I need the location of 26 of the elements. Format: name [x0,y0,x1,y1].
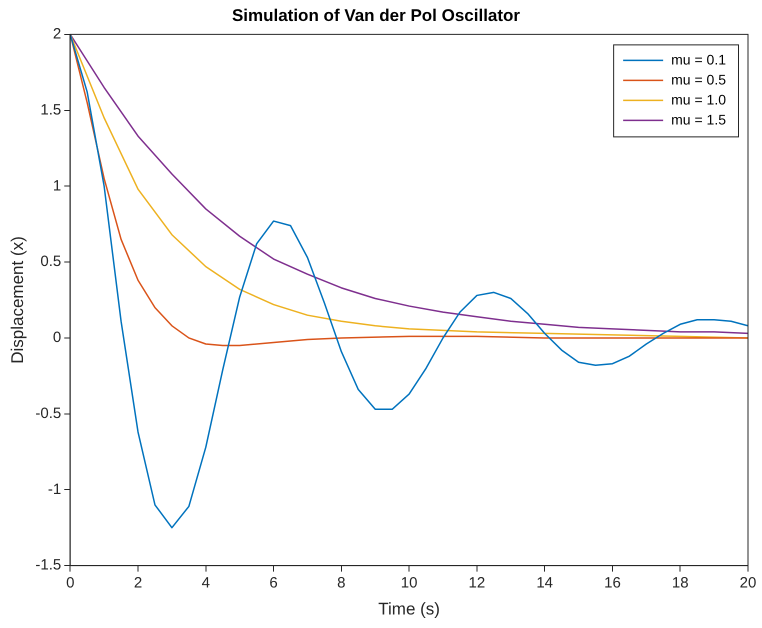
y-tick-label: -1 [48,480,62,498]
y-tick-label: 1.5 [40,101,62,118]
x-tick-label: 6 [269,574,278,592]
legend-label: mu = 1.5 [671,111,726,128]
y-tick-label: -0.5 [35,404,62,422]
legend-label: mu = 1.0 [671,91,726,108]
x-tick-label: 2 [134,574,142,592]
x-tick-label: 18 [672,574,689,592]
y-tick-label: -1.5 [35,556,62,574]
x-tick-label: 14 [536,574,554,592]
x-tick-label: 10 [400,574,418,592]
legend-label: mu = 0.1 [671,51,726,68]
x-tick-label: 4 [202,574,210,592]
x-tick-label: 0 [66,574,74,592]
x-tick-label: 16 [604,574,621,592]
y-tick-label: 0 [52,329,62,346]
y-tick-label: 2 [52,26,62,43]
y-tick-label: 0.5 [40,253,62,270]
legend-label: mu = 0.5 [671,71,726,88]
x-tick-label: 20 [740,574,756,592]
x-axis-title: Time (s) [378,599,440,618]
chart-title: Simulation of Van der Pol Oscillator [232,6,520,25]
x-tick-label: 8 [337,574,346,592]
y-axis-title: Displacement (x) [8,236,27,364]
y-tick-label: 1 [52,177,62,194]
x-tick-label: 12 [468,574,486,592]
